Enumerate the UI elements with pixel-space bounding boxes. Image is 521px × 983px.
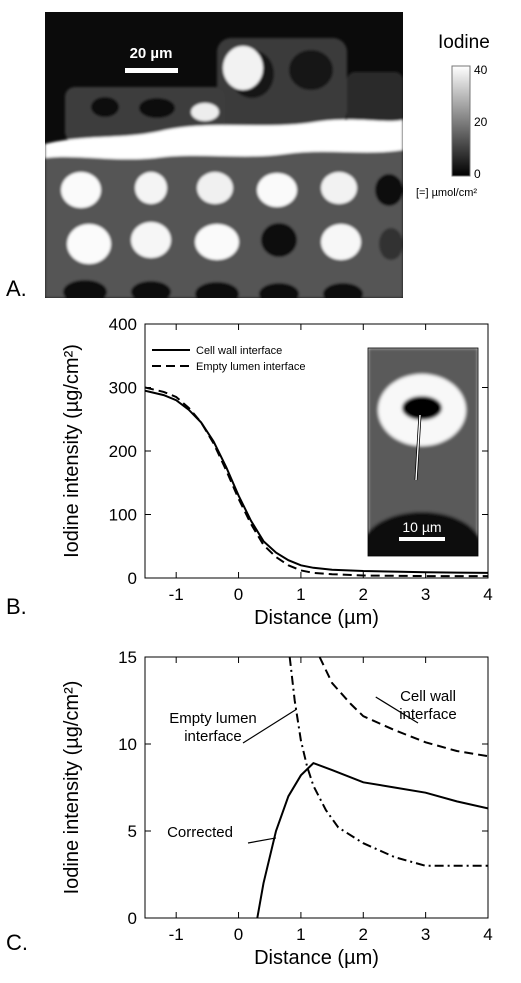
y-tick-label: 0 <box>128 909 137 928</box>
y-tick-label: 400 <box>109 315 137 334</box>
colorbar-tick-20: 20 <box>474 115 488 129</box>
scalebar-b-label: 10 µm <box>402 519 441 535</box>
series-line-empty-lumen-interface <box>145 386 488 578</box>
annotation-cell-wall-leader <box>375 696 419 724</box>
colorbar-tick-0: 0 <box>474 167 481 181</box>
scalebar-a <box>125 68 178 73</box>
chart-b-axes: -1 0 1 2 3 4 0 100 200 300 400 Distance (µm) Iodine … <box>61 315 493 629</box>
legend-label: Empty lumen interface <box>196 361 305 373</box>
x-tick-label: 4 <box>483 585 492 604</box>
y-tick-label: 10 <box>118 735 137 754</box>
panel-letter-b: B. <box>6 594 27 619</box>
x-tick-label: 3 <box>421 585 430 604</box>
annotation-empty-lumen-text: Empty lumen <box>169 710 257 727</box>
y-tick-label: 15 <box>118 648 137 667</box>
annotation-cell-wall-text: Cell wall <box>400 688 456 705</box>
series-line-cell-wall-interface <box>318 657 488 758</box>
x-axis-label: Distance (µm) <box>254 947 379 969</box>
chart-b-legend: Cell wall interface Empty lumen interface <box>152 345 305 373</box>
x-axis-label: Distance (µm) <box>254 607 379 629</box>
x-tick-label: 2 <box>359 925 368 944</box>
scalebar-a-label: 20 µm <box>130 45 173 62</box>
chart-c-axes: -1 0 1 2 3 4 0 5 10 15 Distance (µm) Iodine intensi… <box>61 648 493 969</box>
y-tick-label: 100 <box>109 506 137 525</box>
series-line-cell-wall-interface <box>145 389 488 574</box>
chart-b-series <box>145 386 488 578</box>
x-tick-label: 3 <box>421 925 430 944</box>
x-tick-label: -1 <box>169 585 184 604</box>
x-tick-label: 1 <box>296 925 305 944</box>
chart-c: -1 0 1 2 3 4 0 5 10 15 Distance (µm) Iodine intensi… <box>61 648 493 969</box>
x-tick-label: 2 <box>359 585 368 604</box>
x-tick-label: 0 <box>234 925 243 944</box>
colorbar-title: Iodine <box>438 32 490 53</box>
microscopy-image-a: 20 µm <box>45 12 403 306</box>
iodine-map: 20 µm <box>45 12 403 306</box>
panel-letter-c: C. <box>6 930 28 955</box>
series-line-empty-lumen-interface <box>288 657 488 867</box>
colorbar-a: Iodine 40 20 0 [=] µmol/cm² <box>416 32 490 199</box>
annotation-corrected-text: Corrected <box>167 824 233 841</box>
y-tick-label: 200 <box>109 442 137 461</box>
plot-frame <box>144 656 489 919</box>
legend-label: Cell wall interface <box>196 345 282 357</box>
y-axis-label: Iodine intensity (µg/cm²) <box>61 681 83 895</box>
panel-letter-a: A. <box>6 276 27 301</box>
x-tick-label: 4 <box>483 925 492 944</box>
series-line-corrected <box>256 761 488 918</box>
x-tick-label: 1 <box>296 585 305 604</box>
colorbar-unit: [=] µmol/cm² <box>416 187 477 199</box>
x-tick-label: -1 <box>169 925 184 944</box>
annotation-empty-lumen-leader <box>242 708 297 744</box>
chart-b: -1 0 1 2 3 4 0 100 200 300 400 Distance (µm) Iodine … <box>61 315 493 629</box>
chart-c-series <box>256 657 488 918</box>
y-tick-label: 0 <box>128 569 137 588</box>
y-tick-label: 300 <box>109 379 137 398</box>
colorbar-gradient <box>451 65 471 177</box>
y-axis-label: Iodine intensity (µg/cm²) <box>61 344 83 558</box>
inset-b: 10 µm <box>367 347 479 557</box>
y-tick-label: 5 <box>128 822 137 841</box>
colorbar-tick-40: 40 <box>474 63 488 77</box>
x-tick-label: 0 <box>234 585 243 604</box>
annotation-cell-wall-text: interface <box>399 706 457 723</box>
annotation-corrected-leader <box>247 837 277 844</box>
scalebar-b <box>399 537 445 541</box>
annotation-empty-lumen-text: interface <box>184 728 242 745</box>
